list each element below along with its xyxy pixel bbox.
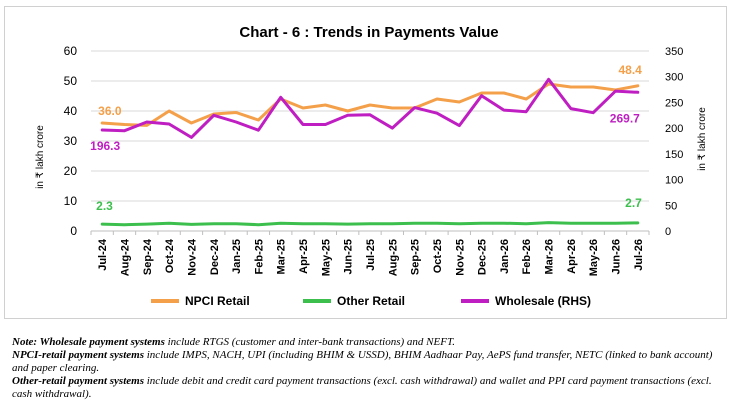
legend-label-2: Other Retail	[337, 294, 405, 308]
data-label-wholesale-last: 269.7	[610, 111, 640, 125]
chart-container: Chart - 6 : Trends in Payments Value 0 10…	[4, 6, 727, 319]
chart-title: Chart - 6 : Trends in Payments Value	[239, 24, 498, 41]
y-tick-right: 50	[665, 200, 677, 212]
y-tick-left: 10	[64, 194, 78, 208]
data-label-other-first: 2.3	[96, 199, 113, 213]
note-npci-text: include IMPS, NACH, UPI (including BHIM …	[12, 349, 713, 374]
x-tick-label: May-26	[588, 239, 600, 276]
y-tick-left: 40	[64, 104, 78, 118]
x-tick-label: Aug-25	[387, 239, 399, 276]
y-tick-right: 150	[665, 149, 683, 161]
series-line-1	[100, 82, 640, 127]
note-wholesale-label: Note: Wholesale payment systems	[12, 336, 165, 348]
x-tick-label: Dec-25	[477, 239, 489, 275]
x-tick-label: Sep-25	[410, 239, 422, 275]
x-tick-label: Mar-25	[276, 239, 288, 274]
y-tick-left: 30	[64, 134, 78, 148]
legend-label-1: NPCI Retail	[185, 294, 250, 308]
note-npci-label: NPCI-retail payment systems	[12, 349, 144, 361]
y-tick-left: 60	[64, 44, 78, 58]
y-tick-right: 100	[665, 175, 683, 187]
note-other-label: Other-retail payment systems	[12, 375, 144, 387]
x-tick-label: Jul-26	[633, 239, 645, 271]
x-tick-label: Nov-25	[454, 239, 466, 276]
y-tick-left: 50	[64, 74, 78, 88]
y-tick-right: 300	[665, 72, 683, 84]
series-line-3	[100, 77, 640, 139]
data-label-other-last: 2.7	[625, 196, 642, 210]
x-tick-label: Jul-24	[97, 238, 109, 271]
note-other: Other-retail payment systems include deb…	[12, 375, 724, 401]
x-tick-label: Mar-26	[544, 239, 556, 274]
x-tick-label: Jan-26	[499, 239, 511, 274]
y-tick-right: 200	[665, 123, 683, 135]
line-chart: Chart - 6 : Trends in Payments Value 0 10…	[35, 24, 708, 308]
y-tick-left: 0	[70, 224, 77, 238]
x-tick-label: Jun-25	[343, 239, 355, 274]
legend-label-3: Wholesale (RHS)	[495, 294, 591, 308]
x-tick-label: Feb-25	[253, 239, 265, 274]
data-label-wholesale-first: 196.3	[90, 139, 120, 153]
y-tick-left: 20	[64, 164, 78, 178]
x-tick-label: May-25	[320, 239, 332, 276]
note-npci: NPCI-retail payment systems include IMPS…	[12, 349, 724, 375]
y-tick-right: 250	[665, 97, 683, 109]
note-wholesale: Note: Wholesale payment systems include …	[12, 336, 724, 349]
x-tick-label: Oct-25	[432, 239, 444, 273]
x-tick-label: Aug-24	[119, 238, 131, 276]
x-tick-label: Dec-24	[209, 238, 221, 275]
x-tick-label: Feb-26	[521, 239, 533, 274]
data-label-npci-first: 36.0	[98, 104, 122, 118]
note-other-text: include debit and credit card payment tr…	[12, 375, 712, 400]
y-tick-right: 350	[665, 46, 683, 58]
note-wholesale-text: include RTGS (customer and inter-bank tr…	[164, 336, 456, 348]
data-label-npci-last: 48.4	[618, 63, 642, 77]
y-axis-label-left: in ₹ lakh crore	[35, 125, 46, 189]
chart-notes: Note: Wholesale payment systems include …	[12, 336, 724, 401]
x-tick-label: Nov-24	[186, 238, 198, 276]
x-tick-label: Oct-24	[164, 238, 176, 273]
x-tick-label: Apr-25	[298, 239, 310, 274]
series-line-2	[100, 221, 640, 227]
x-tick-label: Sep-24	[142, 238, 154, 275]
y-tick-right: 0	[665, 226, 671, 238]
x-tick-label: Apr-26	[566, 239, 578, 274]
y-axis-label-right: in ₹ lakh crore	[697, 107, 708, 171]
x-tick-label: Jan-25	[231, 239, 243, 274]
x-tick-label: Jun-26	[611, 239, 623, 274]
x-tick-label: Jul-25	[365, 239, 377, 271]
